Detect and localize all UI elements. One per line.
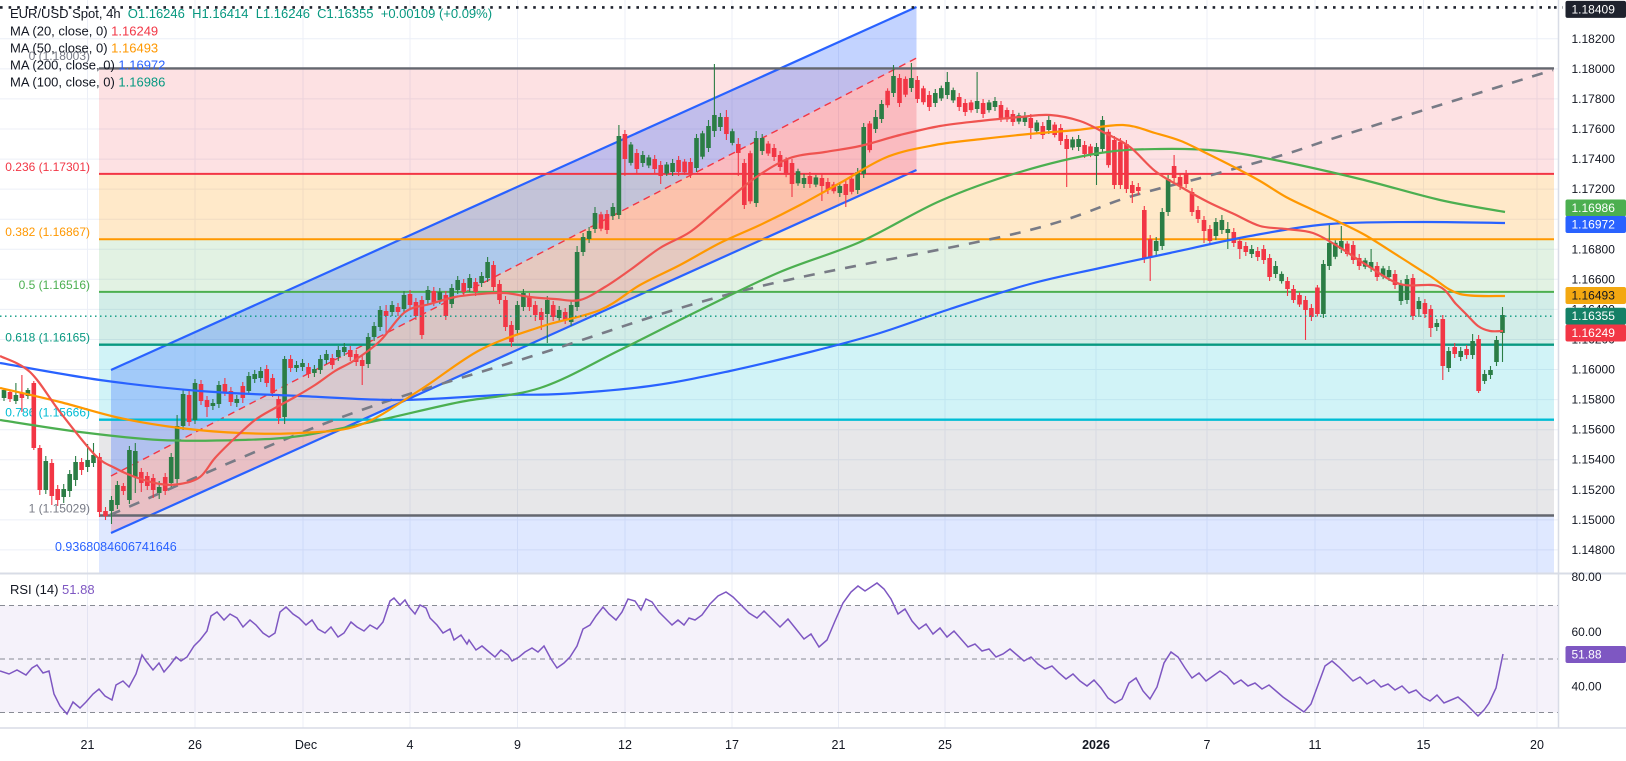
svg-text:4: 4 bbox=[407, 738, 414, 752]
svg-text:1.16000: 1.16000 bbox=[1572, 363, 1616, 377]
svg-text:51.88: 51.88 bbox=[1572, 648, 1602, 662]
svg-text:17: 17 bbox=[725, 738, 739, 752]
svg-text:20: 20 bbox=[1530, 738, 1544, 752]
svg-text:1.18409: 1.18409 bbox=[1572, 2, 1616, 16]
svg-text:25: 25 bbox=[938, 738, 952, 752]
svg-text:1.16493: 1.16493 bbox=[1572, 289, 1616, 303]
svg-text:1.16355: 1.16355 bbox=[1572, 309, 1616, 323]
svg-text:21: 21 bbox=[81, 738, 95, 752]
svg-text:7: 7 bbox=[1204, 738, 1211, 752]
svg-text:Dec: Dec bbox=[295, 738, 317, 752]
svg-text:26: 26 bbox=[188, 738, 202, 752]
svg-text:21: 21 bbox=[832, 738, 846, 752]
svg-text:EUR/USD Spot, 4h O1.16246 H1: EUR/USD Spot, 4h O1.16246 H1.16414 L1.16… bbox=[10, 6, 492, 21]
svg-text:1.15400: 1.15400 bbox=[1572, 453, 1616, 467]
svg-text:15: 15 bbox=[1417, 738, 1431, 752]
svg-text:1.17400: 1.17400 bbox=[1572, 152, 1616, 166]
svg-text:1.17800: 1.17800 bbox=[1572, 92, 1616, 106]
svg-text:0.786 (1.15666): 0.786 (1.15666) bbox=[5, 406, 90, 420]
svg-text:MA (200, close, 0) 1.16972: MA (200, close, 0) 1.16972 bbox=[10, 58, 165, 73]
svg-text:1.16249: 1.16249 bbox=[1572, 326, 1616, 340]
svg-text:40.00: 40.00 bbox=[1572, 680, 1602, 694]
svg-text:2026: 2026 bbox=[1082, 738, 1110, 752]
svg-text:0.9368084606741646: 0.9368084606741646 bbox=[55, 540, 177, 554]
svg-text:1.16600: 1.16600 bbox=[1572, 272, 1616, 286]
svg-text:MA (20, close, 0) 1.16249: MA (20, close, 0) 1.16249 bbox=[10, 24, 158, 39]
svg-text:1 (1.15029): 1 (1.15029) bbox=[29, 502, 90, 516]
svg-text:MA (50, close, 0) 1.16493: MA (50, close, 0) 1.16493 bbox=[10, 41, 158, 56]
svg-text:1.14800: 1.14800 bbox=[1572, 543, 1616, 557]
svg-text:0.382 (1.16867): 0.382 (1.16867) bbox=[5, 225, 90, 239]
svg-text:1.17200: 1.17200 bbox=[1572, 182, 1616, 196]
svg-text:MA (100, close, 0) 1.16986: MA (100, close, 0) 1.16986 bbox=[10, 75, 165, 90]
svg-text:0 (1.18003): 0 (1.18003) bbox=[29, 49, 90, 63]
svg-text:1.16972: 1.16972 bbox=[1572, 218, 1616, 232]
svg-text:1.15800: 1.15800 bbox=[1572, 393, 1616, 407]
svg-text:0.5 (1.16516): 0.5 (1.16516) bbox=[19, 278, 90, 292]
svg-text:60.00: 60.00 bbox=[1572, 625, 1602, 639]
svg-text:9: 9 bbox=[514, 738, 521, 752]
svg-text:11: 11 bbox=[1309, 738, 1322, 752]
svg-text:80.00: 80.00 bbox=[1572, 570, 1602, 584]
svg-text:RSI (14) 51.88: RSI (14) 51.88 bbox=[10, 582, 95, 597]
svg-text:1.16800: 1.16800 bbox=[1572, 242, 1616, 256]
svg-text:1.18200: 1.18200 bbox=[1572, 32, 1616, 46]
svg-text:1.17600: 1.17600 bbox=[1572, 122, 1616, 136]
svg-text:0.618 (1.16165): 0.618 (1.16165) bbox=[5, 331, 90, 345]
svg-text:12: 12 bbox=[618, 738, 632, 752]
svg-text:1.15000: 1.15000 bbox=[1572, 513, 1616, 527]
svg-text:1.15600: 1.15600 bbox=[1572, 423, 1616, 437]
svg-text:1.15200: 1.15200 bbox=[1572, 483, 1616, 497]
svg-text:0.236 (1.17301): 0.236 (1.17301) bbox=[5, 160, 90, 174]
svg-text:1.16986: 1.16986 bbox=[1572, 201, 1616, 215]
svg-text:1.18000: 1.18000 bbox=[1572, 62, 1616, 76]
